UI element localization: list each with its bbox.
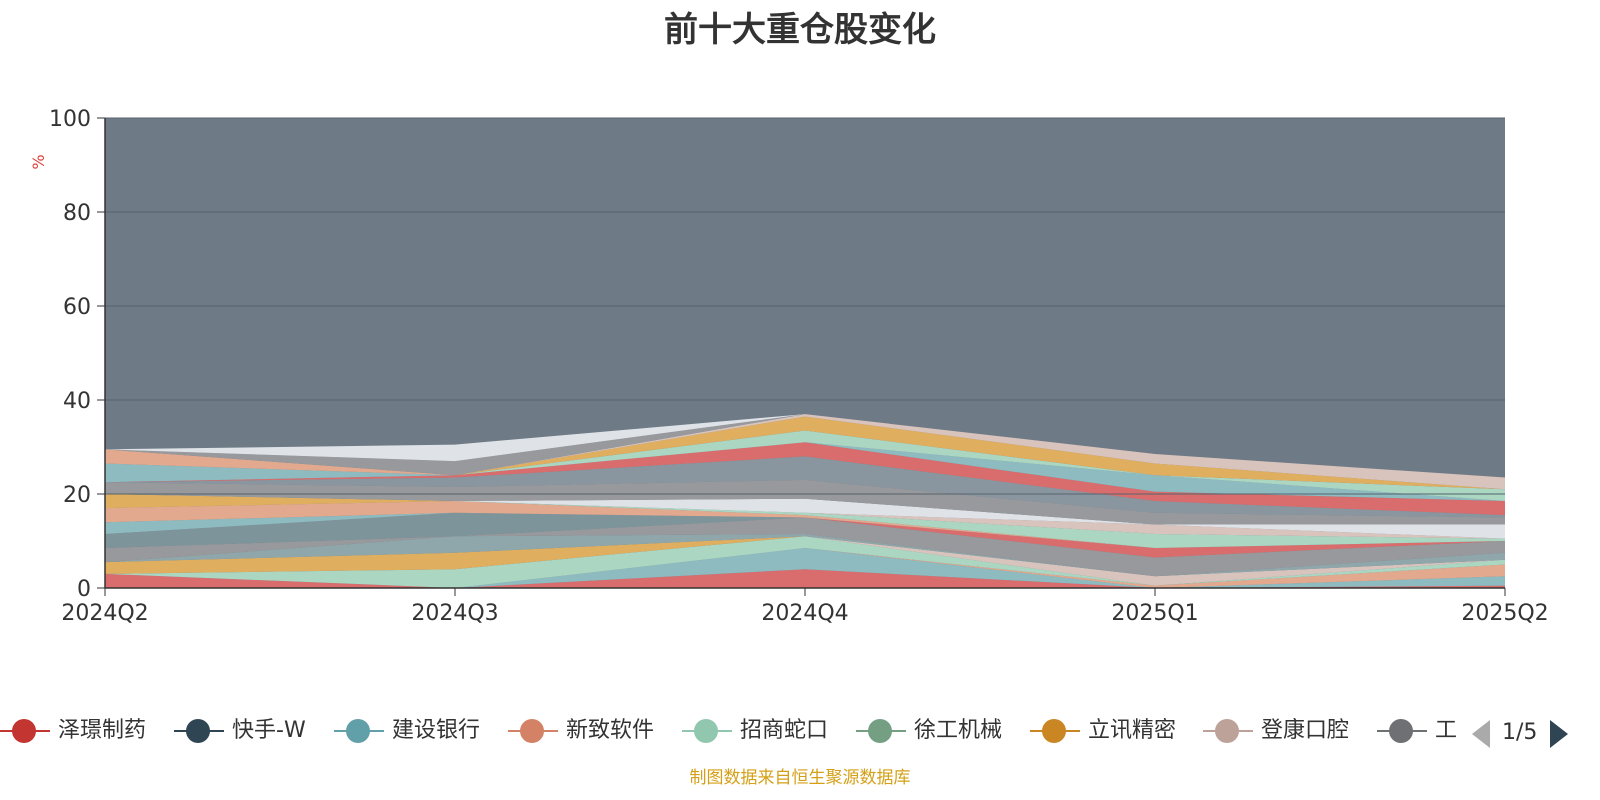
area-band-20 bbox=[105, 442, 1505, 502]
legend-label: 新致软件 bbox=[566, 718, 655, 743]
area-band-11 bbox=[105, 501, 1505, 549]
area-band-15 bbox=[105, 494, 1505, 539]
legend: 泽璟制药 快手-W 建设银行 新致软件 招商蛇口 徐工机械 立讯精密 登康口腔 工 bbox=[0, 715, 1600, 755]
area-band-13 bbox=[105, 494, 1505, 539]
legend-label: 招商蛇口 bbox=[740, 718, 829, 743]
x-tick-label: 2024Q2 bbox=[61, 601, 148, 626]
legend-marker-icon bbox=[520, 719, 544, 743]
legend-label: 登康口腔 bbox=[1261, 718, 1350, 743]
y-axis-label: % bbox=[29, 154, 48, 169]
chart-plot: 0 20 40 60 80 100 2024Q2 2024Q3 2024Q4 2025Q1 2025… bbox=[29, 107, 1549, 626]
legend-marker-icon bbox=[694, 719, 718, 743]
legend-marker-icon bbox=[12, 719, 36, 743]
legend-marker-icon bbox=[1042, 719, 1066, 743]
stacked-areas bbox=[105, 414, 1505, 588]
legend-marker-icon bbox=[186, 719, 210, 743]
y-tick-label: 40 bbox=[63, 389, 91, 414]
y-tick-label: 60 bbox=[63, 295, 91, 320]
area-band-22 bbox=[105, 416, 1505, 490]
x-tick-label: 2024Q4 bbox=[761, 601, 848, 626]
legend-page-indicator: 1/5 bbox=[1502, 720, 1538, 745]
legend-prev-icon[interactable] bbox=[1472, 720, 1490, 748]
legend-label: 徐工机械 bbox=[914, 718, 1003, 743]
area-band-4 bbox=[105, 536, 1505, 586]
y-tick-label: 100 bbox=[49, 107, 91, 132]
y-tick-label: 20 bbox=[63, 483, 91, 508]
area-band-7 bbox=[105, 517, 1505, 577]
grid-lines bbox=[105, 117, 1505, 495]
legend-label: 工 bbox=[1435, 718, 1458, 743]
area-band-0 bbox=[105, 569, 1505, 588]
legend-next-icon[interactable] bbox=[1550, 720, 1568, 748]
legend-marker-icon bbox=[1389, 719, 1413, 743]
legend-marker-icon bbox=[1215, 719, 1239, 743]
source-note: 制图数据来自恒生聚源数据库 bbox=[689, 768, 911, 788]
legend-marker-icon bbox=[346, 719, 370, 743]
legend-pager: 1/5 bbox=[1472, 718, 1600, 750]
area-band-19 bbox=[105, 442, 1505, 502]
legend-label: 泽璟制药 bbox=[58, 718, 147, 743]
axes: 0 20 40 60 80 100 2024Q2 2024Q3 2024Q4 2025Q1 2025… bbox=[49, 107, 1549, 626]
y-tick-label: 0 bbox=[77, 577, 91, 602]
area-band-9 bbox=[105, 512, 1505, 549]
area-band-1 bbox=[105, 548, 1505, 588]
legend-label: 立讯精密 bbox=[1088, 718, 1177, 743]
x-tick-label: 2025Q2 bbox=[1461, 601, 1548, 626]
legend-label: 建设银行 bbox=[392, 718, 481, 743]
area-band-18 bbox=[105, 442, 1505, 516]
area-band-14 bbox=[105, 494, 1505, 539]
area-band-12 bbox=[105, 501, 1505, 549]
x-tick-label: 2024Q3 bbox=[411, 601, 498, 626]
x-tick-label: 2025Q1 bbox=[1111, 601, 1198, 626]
chart-title: 前十大重仓股变化 bbox=[664, 10, 936, 50]
area-band-6 bbox=[105, 533, 1505, 577]
area-band-25 bbox=[105, 414, 1505, 478]
area-band-17 bbox=[105, 456, 1505, 518]
area-band-16 bbox=[105, 479, 1505, 525]
y-tick-label: 80 bbox=[63, 201, 91, 226]
area-band-3 bbox=[105, 536, 1505, 588]
area-band-24 bbox=[105, 414, 1505, 478]
legend-label: 快手-W bbox=[232, 718, 306, 743]
legend-items: 泽璟制药 快手-W 建设银行 新致软件 招商蛇口 徐工机械 立讯精密 登康口腔 工 bbox=[0, 715, 1462, 755]
legend-marker-icon bbox=[868, 719, 892, 743]
